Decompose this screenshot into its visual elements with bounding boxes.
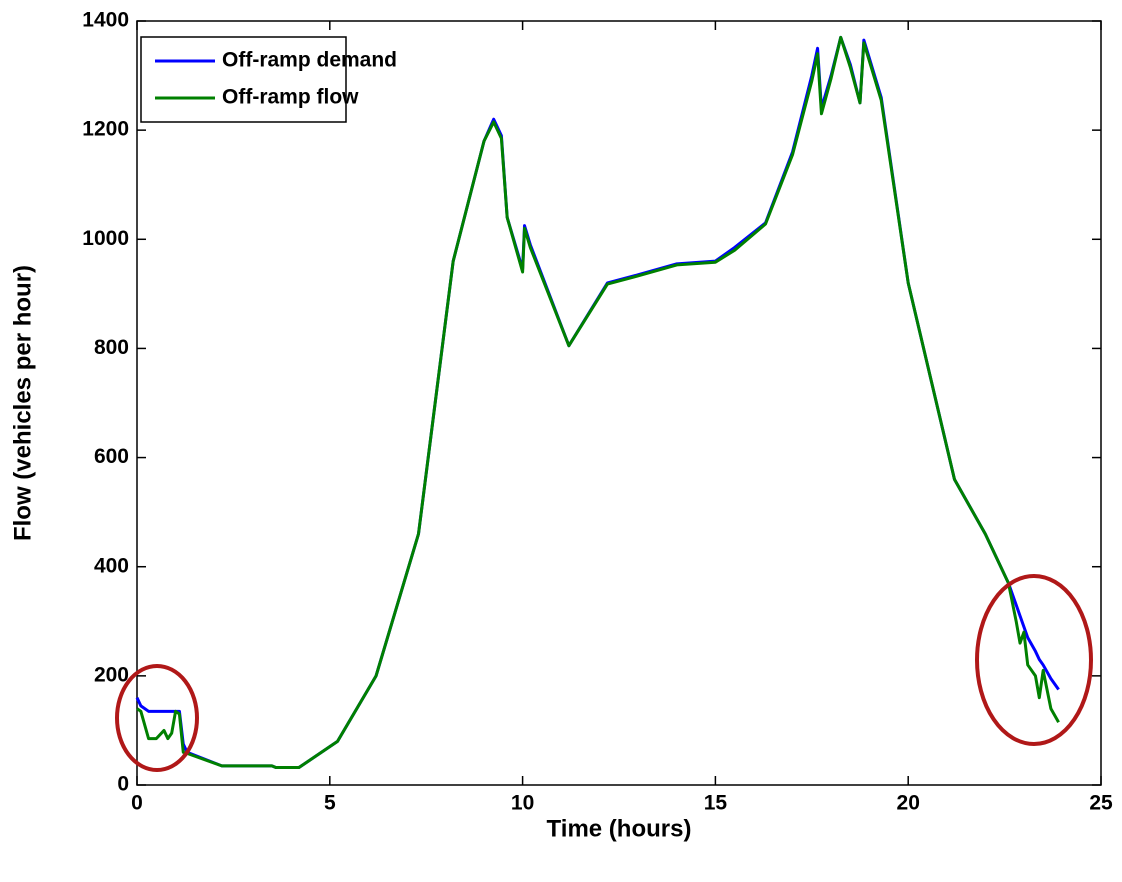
x-tick-label: 10 (511, 792, 534, 815)
y-tick-label: 0 (117, 773, 129, 796)
y-tick-label: 800 (94, 336, 129, 359)
y-tick-label: 600 (94, 445, 129, 468)
annotation-circle (115, 664, 199, 772)
y-tick-label: 400 (94, 554, 129, 577)
x-axis-label: Time (hours) (547, 815, 692, 842)
y-tick-label: 1400 (82, 9, 129, 32)
legend-label: Off-ramp flow (222, 86, 359, 109)
annotation-circle (975, 574, 1093, 746)
y-tick-label: 200 (94, 663, 129, 686)
x-tick-label: 0 (131, 792, 143, 815)
y-tick-label: 1200 (82, 118, 129, 141)
y-axis-label: Flow (vehicles per hour) (9, 265, 36, 541)
legend-box (140, 36, 347, 123)
x-tick-label: 25 (1089, 792, 1113, 815)
plot-area (136, 20, 1102, 786)
y-tick-label: 1000 (82, 227, 129, 250)
data-line (136, 35, 1060, 770)
x-tick-label: 20 (897, 792, 920, 815)
x-tick-label: 15 (704, 792, 728, 815)
x-tick-label: 5 (324, 792, 336, 815)
legend-label: Off-ramp demand (222, 49, 397, 72)
